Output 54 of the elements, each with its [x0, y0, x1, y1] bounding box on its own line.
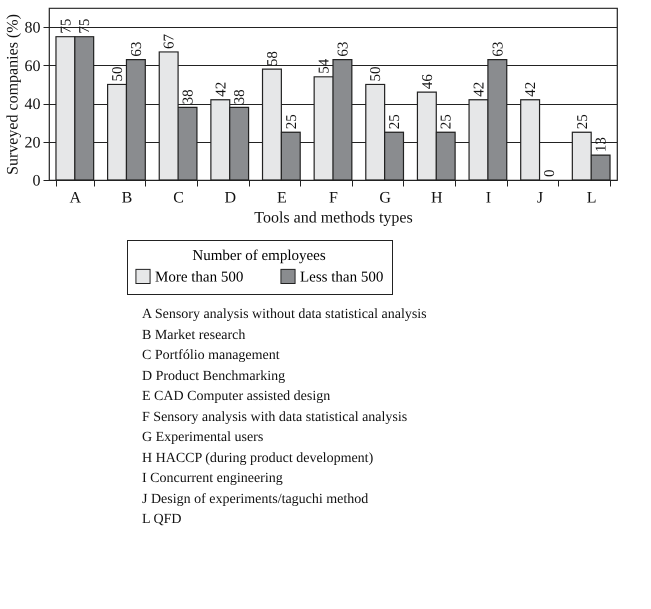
data-label: 42 [471, 82, 488, 97]
y-tick-label: 0 [32, 172, 40, 190]
x-tick-label: B [122, 190, 132, 206]
data-label: 0 [542, 170, 558, 177]
text: H HACCP (during product development) [142, 450, 374, 468]
text: E CAD Computer assisted design [142, 388, 332, 406]
x-tick-label: F [329, 190, 338, 206]
x-axis-title: Tools and methods types [254, 210, 413, 226]
data-label: 46 [420, 74, 436, 90]
text: I Concurrent engineering [142, 470, 284, 488]
x-tick-label: I [486, 190, 492, 206]
data-label: 25 [387, 114, 404, 130]
y-axis-title: Surveyed companies (%) [4, 14, 22, 175]
text: G Experimental users [142, 429, 264, 447]
legend-title: Number of employees [192, 248, 326, 264]
text: J Design of experiments/taguchi method [142, 490, 370, 508]
x-tick-label: E [276, 190, 287, 206]
data-label: 25 [438, 114, 455, 130]
data-label: 42 [213, 82, 230, 97]
data-label: 25 [284, 114, 300, 130]
data-label: 75 [58, 18, 74, 34]
data-label: 42 [523, 82, 540, 97]
text: L QFD [142, 511, 183, 529]
data-label: 50 [110, 66, 126, 82]
legend-label: More than 500 [155, 269, 244, 286]
x-tick-label: J [536, 190, 544, 206]
y-tick-label: 40 [24, 96, 40, 114]
text: A Sensory analysis without data statistical analysis [142, 306, 428, 324]
data-label: 13 [594, 137, 610, 152]
data-label: 75 [77, 18, 94, 34]
x-tick-label: G [379, 190, 392, 206]
x-tick-label: H [430, 190, 443, 206]
x-tick-label: C [173, 190, 184, 206]
data-label: 63 [490, 42, 506, 57]
data-label: 63 [335, 42, 352, 57]
data-label: 38 [180, 89, 197, 104]
text: C Portfólio management [142, 347, 281, 365]
data-label: 67 [162, 33, 178, 49]
text: B Market research [142, 326, 246, 344]
legend-label: Less than 500 [300, 269, 384, 286]
data-label: 38 [232, 89, 248, 104]
data-label: 50 [368, 66, 384, 82]
data-label: 58 [264, 51, 281, 66]
data-label: 63 [128, 42, 145, 57]
x-tick-label: A [70, 190, 82, 206]
data-label: 25 [574, 114, 591, 130]
data-label: 54 [316, 58, 333, 74]
y-tick-label: 60 [24, 58, 40, 75]
y-tick-label: 20 [24, 134, 40, 152]
y-tick-label: 80 [24, 20, 40, 37]
x-tick-label: D [224, 190, 236, 206]
text: F Sensory analysis with data statistical analysis [142, 408, 408, 426]
x-tick-label: L [586, 190, 597, 206]
text: D Product Benchmarking [142, 368, 286, 386]
